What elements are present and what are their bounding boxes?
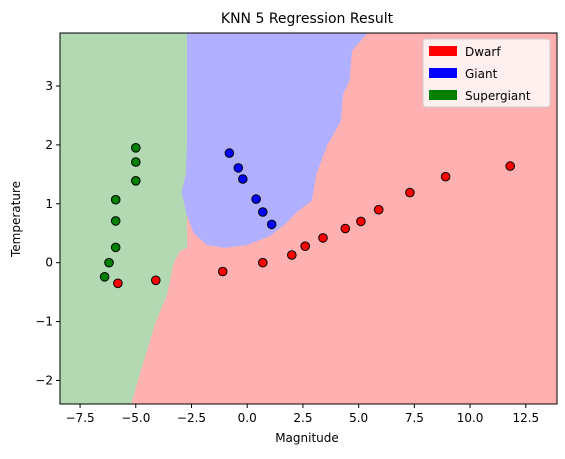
supergiant-point: [131, 143, 141, 153]
dwarf-point: [440, 171, 451, 182]
legend-swatch-dwarf: [429, 46, 457, 56]
dwarf-point: [405, 187, 415, 198]
giant-point: [238, 174, 248, 184]
legend-swatch-giant: [429, 68, 457, 78]
y-tick-label: 3: [45, 79, 53, 93]
giant-point: [251, 194, 261, 204]
x-axis-ticks: −7.5 −5.0 −2.5 0.0 2.5 5.0 7.5 10.0 12.5: [65, 404, 539, 425]
supergiant-point: [99, 272, 110, 282]
dwarf-point: [505, 161, 516, 171]
dwarf-point: [287, 250, 297, 260]
supergiant-region: [60, 33, 187, 404]
legend: Dwarf Giant Supergiant: [422, 38, 551, 108]
x-tick-label: 7.5: [405, 411, 424, 425]
x-tick-label: −2.5: [177, 411, 206, 425]
supergiant-point: [110, 242, 121, 253]
dwarf-point: [373, 204, 384, 215]
supergiant-point: [104, 257, 114, 268]
giant-point: [224, 148, 235, 158]
supergiant-point: [110, 216, 121, 226]
y-tick-label: −1: [35, 315, 53, 329]
x-tick-label: 5.0: [349, 411, 368, 425]
x-tick-label: 0.0: [238, 411, 257, 425]
axes-frame: [59, 32, 558, 405]
y-tick-label: −2: [35, 373, 53, 387]
y-axis-ticks: −2 −1 0 1 2 3: [35, 79, 60, 387]
y-tick-label: 0: [45, 256, 53, 270]
giant-region: [181, 33, 368, 248]
dwarf-point: [151, 275, 161, 286]
dwarf-point: [340, 223, 351, 234]
giant-point: [266, 219, 277, 230]
dwarf-point: [258, 257, 268, 268]
y-axis-label: Temperature: [9, 181, 23, 258]
x-tick-label: 12.5: [512, 411, 539, 425]
x-tick-label: −7.5: [65, 411, 94, 425]
dwarf-point: [113, 278, 123, 289]
giant-point: [233, 163, 244, 173]
x-tick-label: 10.0: [457, 411, 484, 425]
plot-frame: [59, 32, 558, 405]
x-axis-label: Magnitude: [275, 431, 339, 445]
giant-point: [258, 207, 268, 217]
legend-label-supergiant: Supergiant: [465, 89, 531, 103]
dwarf-point: [300, 241, 311, 251]
dwarf-point: [356, 216, 366, 227]
legend-label-giant: Giant: [465, 67, 498, 81]
supergiant-point: [110, 194, 121, 205]
decision-regions: [60, 33, 368, 404]
supergiant-point: [131, 176, 141, 186]
data-points: [99, 143, 516, 289]
chart-title: KNN 5 Regression Result: [221, 11, 394, 27]
legend-label-dwarf: Dwarf: [465, 45, 501, 59]
legend-swatch-supergiant: [429, 90, 457, 100]
x-tick-label: 2.5: [293, 411, 312, 425]
y-tick-label: 2: [45, 138, 53, 152]
dwarf-point: [217, 266, 228, 277]
x-tick-label: −5.0: [121, 411, 150, 425]
y-tick-label: 1: [45, 197, 53, 211]
supergiant-point: [131, 157, 141, 167]
dwarf-point: [318, 233, 328, 243]
